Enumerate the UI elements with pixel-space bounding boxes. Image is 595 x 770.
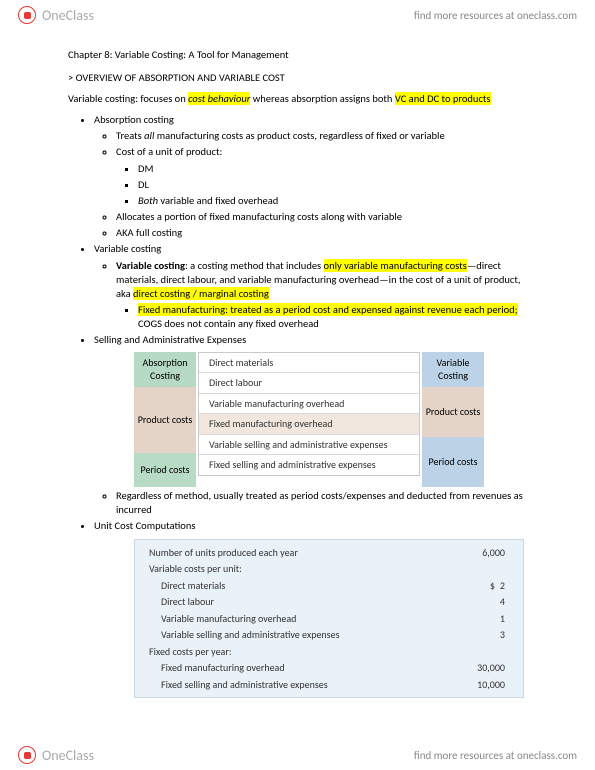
period-costs-label: Period costs bbox=[422, 437, 484, 487]
list-item: DM bbox=[138, 162, 527, 176]
list-item: Allocates a portion of fixed manufacturi… bbox=[116, 210, 527, 224]
list-item: DL bbox=[138, 178, 527, 192]
ucc-item: Unit Cost Computations Number of units p… bbox=[94, 519, 527, 698]
highlight-vc-dc: VC and DC to products bbox=[395, 92, 491, 105]
table-cell-label: Variable manufacturing overhead bbox=[149, 612, 296, 626]
list-item: Treats all manufacturing costs as produc… bbox=[116, 129, 527, 143]
section-heading: > OVERVIEW OF ABSORPTION AND VARIABLE CO… bbox=[68, 71, 527, 84]
logo-icon bbox=[18, 746, 36, 764]
brand-name: OneClass bbox=[42, 7, 94, 24]
table-row: Fixed selling and administrative expense… bbox=[135, 676, 523, 693]
table-row: Direct labour 4 bbox=[135, 594, 523, 611]
page-header: OneClass find more resources at oneclass… bbox=[0, 0, 595, 30]
brand-logo: OneClass bbox=[18, 746, 94, 764]
header-link[interactable]: find more resources at oneclass.com bbox=[414, 9, 577, 22]
text: COGS does not contain any fixed overhead bbox=[138, 317, 319, 330]
table-cell-label: Variable selling and administrative expe… bbox=[149, 628, 339, 642]
table-row: Variable manufacturing overhead 1 bbox=[135, 610, 523, 627]
list-item: Both variable and fixed overhead bbox=[138, 194, 527, 208]
list-item: Variable costing: a costing method that … bbox=[116, 259, 527, 332]
intro-text: whereas absorption assigns both bbox=[250, 92, 394, 105]
unit-cost-table: Number of units produced each year 6,000 V… bbox=[134, 539, 524, 698]
chapter-title: Chapter 8: Variable Costing: A Tool for … bbox=[68, 48, 527, 61]
variable-costing-header: Variable Costing bbox=[422, 352, 484, 387]
table-row: Number of units produced each year 6,000 bbox=[135, 544, 523, 561]
table-cell-label: Number of units produced each year bbox=[149, 546, 298, 560]
diagram-row: Direct materials bbox=[199, 353, 419, 374]
italic-both: Both bbox=[138, 194, 158, 207]
table-cell-label: Fixed selling and administrative expense… bbox=[149, 678, 328, 692]
table-cell-value: 6,000 bbox=[447, 546, 505, 560]
text: variable and fixed overhead bbox=[158, 194, 278, 207]
list-item: Fixed manufacturing: treated as a period… bbox=[138, 303, 527, 331]
bold-text: Variable costing bbox=[116, 259, 185, 272]
table-row: Fixed costs per year: bbox=[135, 643, 523, 660]
absorption-head: Absorption costing bbox=[94, 113, 174, 126]
variable-item: Variable costing Variable costing: a cos… bbox=[94, 242, 527, 331]
diagram-left-col: Absorption Costing Product costs Period … bbox=[134, 352, 196, 487]
diagram-row: Variable manufacturing overhead bbox=[199, 394, 419, 415]
table-row: Direct materials $2 bbox=[135, 577, 523, 594]
brand-name: OneClass bbox=[42, 747, 94, 764]
ucc-head: Unit Cost Computations bbox=[94, 519, 195, 532]
top-bullet-list: Absorption costing Treats all manufactur… bbox=[68, 113, 527, 698]
diagram-row: Variable selling and administrative expe… bbox=[199, 435, 419, 456]
page-footer: OneClass find more resources at oneclass… bbox=[0, 740, 595, 770]
highlight-direct-marginal: direct costing / marginal costing bbox=[133, 287, 269, 300]
list-item: Cost of a unit of product: bbox=[116, 145, 527, 159]
table-cell-value: 1 bbox=[447, 612, 505, 626]
list-item: Regardless of method, usually treated as… bbox=[116, 489, 527, 517]
diagram-row: Direct labour bbox=[199, 373, 419, 394]
period-costs-label: Period costs bbox=[134, 453, 196, 487]
italic-all: all bbox=[144, 129, 154, 142]
footer-link[interactable]: find more resources at oneclass.com bbox=[414, 749, 577, 762]
highlight-only-variable: only variable manufacturing costs bbox=[324, 259, 467, 272]
logo-icon bbox=[18, 6, 36, 24]
table-cell-value bbox=[447, 562, 505, 576]
intro-paragraph: Variable costing: focuses on cost behavi… bbox=[68, 92, 527, 105]
diagram-row: Fixed selling and administrative expense… bbox=[199, 455, 419, 475]
text: : a costing method that includes bbox=[185, 259, 324, 272]
table-cell-value: 3 bbox=[447, 628, 505, 642]
table-cell-label: Direct labour bbox=[149, 595, 214, 609]
product-costs-label: Product costs bbox=[134, 387, 196, 453]
absorption-costing-header: Absorption Costing bbox=[134, 352, 196, 387]
intro-text: Variable costing: focuses on bbox=[68, 92, 188, 105]
absorption-item: Absorption costing Treats all manufactur… bbox=[94, 113, 527, 240]
table-cell-label: Direct materials bbox=[149, 579, 225, 593]
diagram-right-col: Variable Costing Product costs Period co… bbox=[422, 352, 484, 487]
table-cell-value bbox=[447, 645, 505, 659]
table-cell-value: 4 bbox=[447, 595, 505, 609]
brand-logo: OneClass bbox=[18, 6, 94, 24]
highlight-cost-behaviour: cost behaviour bbox=[188, 92, 250, 105]
product-costs-label: Product costs bbox=[422, 387, 484, 437]
table-row: Variable costs per unit: bbox=[135, 561, 523, 578]
diagram-rows: Direct materials Direct labour Variable … bbox=[198, 352, 420, 476]
list-item: AKA full costing bbox=[116, 226, 527, 240]
costing-diagram: Absorption Costing Product costs Period … bbox=[134, 352, 527, 487]
table-cell-value: 10,000 bbox=[447, 678, 505, 692]
diagram-row: Fixed manufacturing overhead bbox=[199, 414, 419, 435]
table-cell-label: Variable costs per unit: bbox=[149, 562, 242, 576]
table-cell-value: $2 bbox=[447, 579, 505, 593]
table-row: Variable selling and administrative expe… bbox=[135, 627, 523, 644]
sae-head: Selling and Administrative Expenses bbox=[94, 333, 246, 346]
table-row: Fixed manufacturing overhead 30,000 bbox=[135, 660, 523, 677]
sae-item: Selling and Administrative Expenses Abso… bbox=[94, 333, 527, 517]
variable-head: Variable costing bbox=[94, 242, 161, 255]
table-cell-label: Fixed costs per year: bbox=[149, 645, 232, 659]
document-body: Chapter 8: Variable Costing: A Tool for … bbox=[68, 48, 527, 704]
table-cell-value: 30,000 bbox=[447, 661, 505, 675]
highlight-fixed-mfg: Fixed manufacturing: treated as a period… bbox=[138, 303, 518, 316]
table-cell-label: Fixed manufacturing overhead bbox=[149, 661, 285, 675]
